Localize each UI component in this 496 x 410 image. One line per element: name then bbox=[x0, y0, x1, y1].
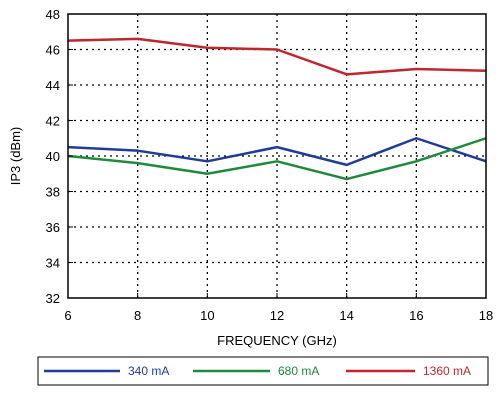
y-tick-label: 44 bbox=[46, 78, 60, 93]
x-tick-label: 16 bbox=[409, 308, 423, 323]
legend: 340 mA 680 mA 1360 mA bbox=[37, 356, 489, 386]
legend-label: 680 mA bbox=[278, 364, 319, 378]
series-lines bbox=[67, 37, 487, 181]
series-line-1360-ma bbox=[67, 37, 487, 76]
y-tick-label: 46 bbox=[46, 43, 60, 58]
legend-label: 1360 mA bbox=[423, 364, 471, 378]
series-line-680-ma bbox=[67, 137, 487, 181]
x-tick-label: 12 bbox=[270, 308, 284, 323]
grid bbox=[68, 14, 486, 298]
y-tick-label: 40 bbox=[46, 149, 60, 164]
x-tick-label: 8 bbox=[134, 308, 141, 323]
legend-box bbox=[37, 356, 489, 386]
y-tick-label: 34 bbox=[46, 256, 60, 271]
y-tick-label: 32 bbox=[46, 291, 60, 306]
x-tick-label: 14 bbox=[339, 308, 353, 323]
x-axis-label: FREQUENCY (GHz) bbox=[217, 333, 337, 348]
y-tick-labels: 32 34 36 38 40 42 44 46 48 bbox=[46, 7, 73, 306]
legend-label: 340 mA bbox=[128, 364, 169, 378]
y-tick-label: 48 bbox=[46, 7, 60, 22]
y-tick-label: 38 bbox=[46, 185, 60, 200]
series-line-340-ma bbox=[67, 137, 487, 167]
x-tick-label: 6 bbox=[64, 308, 71, 323]
y-tick-label: 36 bbox=[46, 220, 60, 235]
y-tick-label: 42 bbox=[46, 114, 60, 129]
y-axis-label: IP3 (dBm) bbox=[8, 127, 23, 186]
x-tick-label: 18 bbox=[479, 308, 493, 323]
x-tick-label: 10 bbox=[200, 308, 214, 323]
x-tick-labels: 6 8 10 12 14 16 18 bbox=[64, 293, 493, 323]
